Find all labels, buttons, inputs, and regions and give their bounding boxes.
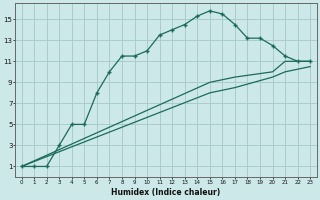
- X-axis label: Humidex (Indice chaleur): Humidex (Indice chaleur): [111, 188, 220, 197]
